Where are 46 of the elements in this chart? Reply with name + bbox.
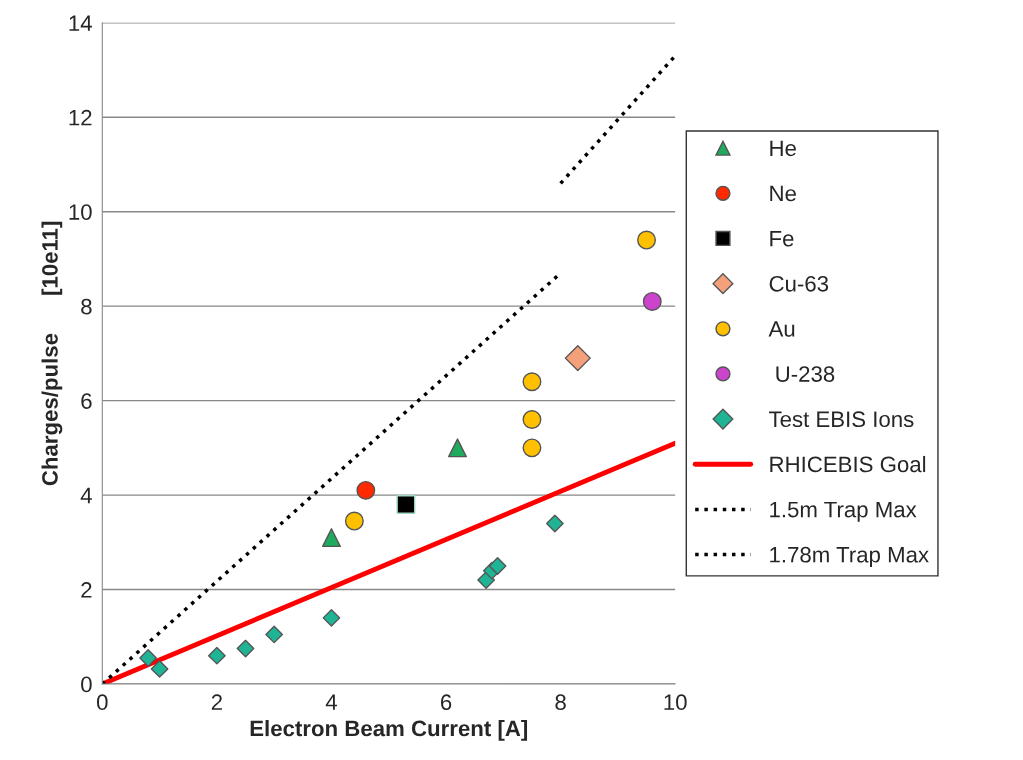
y-tick-label: 12 bbox=[69, 109, 92, 126]
point bbox=[265, 625, 284, 644]
point bbox=[488, 557, 507, 575]
point bbox=[396, 495, 416, 515]
point bbox=[564, 345, 591, 372]
legend-label: Test EBIS Ions bbox=[769, 411, 914, 428]
legend-label: 1.5m Trap Max bbox=[770, 501, 917, 522]
y-axis-title: Charges/pulse [10e11] bbox=[41, 221, 63, 486]
legend-label: 1.78m Trap Max bbox=[770, 546, 929, 567]
point bbox=[522, 410, 542, 429]
legend-label: U-238 bbox=[776, 366, 835, 382]
point bbox=[207, 646, 226, 665]
point bbox=[522, 438, 542, 458]
x-tick-label: 2 bbox=[211, 694, 222, 710]
point bbox=[150, 659, 169, 678]
legend-label: Ne bbox=[770, 185, 796, 202]
point bbox=[448, 438, 467, 458]
point bbox=[139, 649, 158, 667]
y-tick-label: 2 bbox=[81, 582, 92, 598]
x-axis-title: Electron Beam Current [A] bbox=[250, 719, 528, 741]
point bbox=[642, 291, 662, 311]
point bbox=[322, 608, 341, 627]
point bbox=[477, 571, 496, 590]
y-tick-label: 8 bbox=[81, 298, 92, 315]
x-tick-label: 0 bbox=[96, 694, 108, 711]
y-tick-label: 6 bbox=[81, 393, 92, 409]
legend-label: RHICEBIS Goal bbox=[770, 455, 926, 473]
x-tick-label: 8 bbox=[555, 694, 566, 711]
x-tick-label: 6 bbox=[440, 694, 452, 711]
y-tick-label: 0 bbox=[81, 676, 92, 693]
legend-label: Au bbox=[768, 321, 795, 337]
point bbox=[321, 528, 341, 548]
point bbox=[637, 230, 657, 250]
y-tick-label: 14 bbox=[69, 15, 92, 31]
y-tick-label: 4 bbox=[80, 487, 92, 504]
point bbox=[356, 480, 376, 500]
point bbox=[344, 511, 364, 531]
legend-label: Fe bbox=[770, 230, 794, 247]
point bbox=[236, 639, 255, 658]
y-tick-label: 10 bbox=[69, 204, 92, 220]
x-tick-label: 10 bbox=[664, 694, 687, 711]
legend-label: Cu-63 bbox=[769, 275, 829, 292]
legend-label: He bbox=[770, 140, 796, 157]
point bbox=[522, 372, 542, 392]
x-tick-label: 4 bbox=[325, 694, 337, 710]
point bbox=[545, 514, 564, 533]
